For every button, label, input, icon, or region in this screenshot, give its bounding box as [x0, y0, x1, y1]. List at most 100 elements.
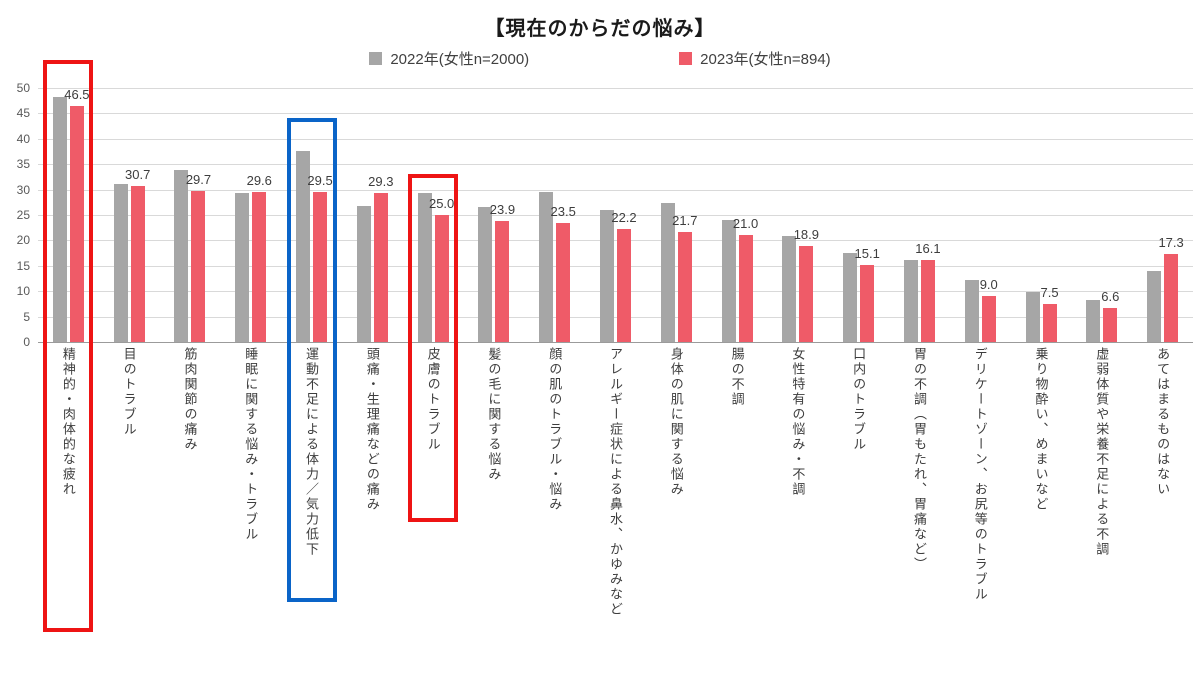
gridline — [38, 164, 1193, 166]
bar-2023 — [69, 105, 84, 342]
bar-value-label: 23.5 — [550, 203, 576, 219]
category-label: 身体の肌に関する悩み — [646, 347, 707, 497]
bar-2023 — [860, 265, 875, 342]
y-axis-tick-label: 25 — [16, 208, 30, 222]
category-label: 精神的・肉体的な疲れ — [38, 347, 99, 497]
category-label-text: 身体の肌に関する悩み — [668, 347, 684, 497]
bar-2022 — [52, 96, 67, 342]
category-label: 目のトラブル — [99, 347, 160, 437]
bar-2022 — [1025, 291, 1040, 342]
bar-pair — [464, 88, 525, 342]
category-label-text: 乗り物酔い、めまいなど — [1033, 347, 1049, 512]
y-axis-tick-label: 30 — [16, 182, 30, 197]
bar-pair — [281, 88, 342, 342]
bar-2023 — [313, 192, 328, 342]
bar-2022 — [1086, 300, 1101, 342]
gridline — [38, 265, 1193, 267]
category-label: 睡眠に関する悩み・トラブル — [220, 347, 281, 542]
legend-swatch-2023-icon — [679, 52, 693, 65]
bar-2022 — [356, 205, 371, 342]
bar-2023 — [1164, 254, 1179, 342]
category-label-text: 虚弱体質や栄養不足による不調 — [1094, 347, 1110, 557]
bar-2023 — [920, 260, 935, 342]
bar-value-label: 7.5 — [1040, 284, 1059, 300]
bar-value-label: 16.1 — [915, 241, 941, 257]
category-label-text: 女性特有の悩み・不調 — [790, 347, 806, 497]
category-label-text: 髪の毛に関する悩み — [486, 347, 502, 482]
bar-2023 — [799, 246, 814, 342]
bar-pair — [707, 88, 768, 342]
y-axis-tick-label: 45 — [16, 106, 30, 121]
bar-pair — [767, 88, 828, 342]
bar-value-label: 23.9 — [489, 201, 516, 217]
bar-pair — [585, 88, 646, 342]
bar-value-label: 18.9 — [793, 227, 820, 242]
bar-2022 — [843, 252, 858, 342]
category-label: あてはまるものはない — [1132, 347, 1193, 497]
gridline — [38, 138, 1193, 140]
bar-2022 — [599, 210, 614, 342]
bar-2023 — [616, 229, 631, 342]
bar-value-label: 9.0 — [979, 277, 998, 293]
x-axis-category-labels: 精神的・肉体的な疲れ 目のトラブル 筋肉関節の痛み 睡眠に関する悩み・トラブル 運動不足… — [38, 347, 1193, 667]
category-label-text: 口内のトラブル — [851, 347, 867, 452]
category-label: 筋肉関節の痛み — [160, 347, 221, 452]
bar-pair — [160, 88, 221, 342]
bar-2022 — [478, 207, 493, 342]
bar-pair — [646, 88, 707, 342]
bar-2023 — [556, 222, 571, 342]
category-label: アレルギー症状による鼻水、かゆみなど — [585, 347, 646, 617]
category-label: 乗り物酔い、めまいなど — [1011, 347, 1072, 512]
category-label-text: 頭痛・生理痛などの痛み — [364, 347, 380, 512]
bar-value-label: 22.2 — [611, 210, 637, 226]
bar-2023 — [130, 186, 145, 342]
bar-2022 — [417, 192, 432, 342]
category-label: 髪の毛に関する悩み — [464, 347, 525, 482]
gridline — [38, 113, 1193, 115]
bar-pair — [950, 88, 1011, 342]
bar-2022 — [174, 170, 189, 342]
y-axis-tick-label: 10 — [16, 284, 30, 299]
gridline — [38, 189, 1193, 191]
category-label-text: 睡眠に関する悩み・トラブル — [243, 347, 259, 542]
bar-pair — [38, 88, 99, 342]
category-label: 顔の肌のトラブル・悩み — [524, 347, 585, 512]
legend-label-2022: 2022年(女性n=2000) — [390, 51, 530, 68]
category-label: 皮膚のトラブル — [403, 347, 464, 452]
bar-pair — [889, 88, 950, 342]
bar-pair — [1071, 88, 1132, 342]
category-label-text: 胃の不調（胃もたれ、胃痛など） — [911, 347, 927, 572]
bar-pair — [1132, 88, 1193, 342]
category-label: 口内のトラブル — [828, 347, 889, 452]
category-label-text: アレルギー症状による鼻水、かゆみなど — [607, 347, 623, 617]
bar-pair — [828, 88, 889, 342]
bar-value-label: 17.3 — [1158, 235, 1184, 251]
category-label-text: 運動不足による体力／気力低下 — [304, 347, 320, 557]
legend-swatch-2022-icon — [369, 52, 383, 65]
y-axis-tick-label: 50 — [16, 81, 30, 95]
bar-2023 — [677, 231, 692, 342]
bar-2023 — [981, 296, 996, 342]
bar-2023 — [434, 215, 449, 342]
plot-area: 46.5 30.7 29.7 29.6 29.5 29.3 25.0 23.9 23.5 22.2… — [38, 87, 1193, 343]
category-label: デリケートゾーン、お尻等のトラブル — [950, 347, 1011, 602]
bar-2023 — [1042, 303, 1057, 342]
bar-value-label: 6.6 — [1101, 289, 1120, 305]
y-axis-tick-label: 35 — [16, 157, 30, 172]
bar-2023 — [373, 193, 388, 342]
bar-2022 — [903, 259, 918, 342]
category-label: 腸の不調 — [707, 347, 768, 407]
y-axis-tick-label: 15 — [16, 258, 30, 273]
bar-value-label: 21.0 — [732, 216, 759, 232]
gridline — [38, 88, 1193, 89]
category-label-text: 顔の肌のトラブル・悩み — [547, 347, 563, 512]
bar-2022 — [235, 193, 250, 342]
bar-pair — [342, 88, 403, 342]
y-axis-tick-label: 0 — [23, 335, 30, 349]
y-axis-tick-label: 5 — [23, 309, 30, 324]
category-label: 運動不足による体力／気力低下 — [281, 347, 342, 557]
gridline — [38, 240, 1193, 242]
legend: 2022年(女性n=2000) 2023年(女性n=894) — [0, 48, 1200, 69]
legend-label-2023: 2023年(女性n=894) — [700, 51, 831, 68]
